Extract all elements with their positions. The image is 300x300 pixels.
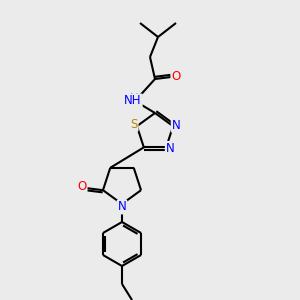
Text: O: O xyxy=(77,180,87,193)
Text: N: N xyxy=(118,200,126,214)
Text: S: S xyxy=(130,118,138,130)
Text: H: H xyxy=(130,92,138,106)
Text: O: O xyxy=(171,70,181,83)
Text: N: N xyxy=(172,118,180,132)
Text: N: N xyxy=(166,142,175,155)
Text: NH: NH xyxy=(124,94,142,107)
